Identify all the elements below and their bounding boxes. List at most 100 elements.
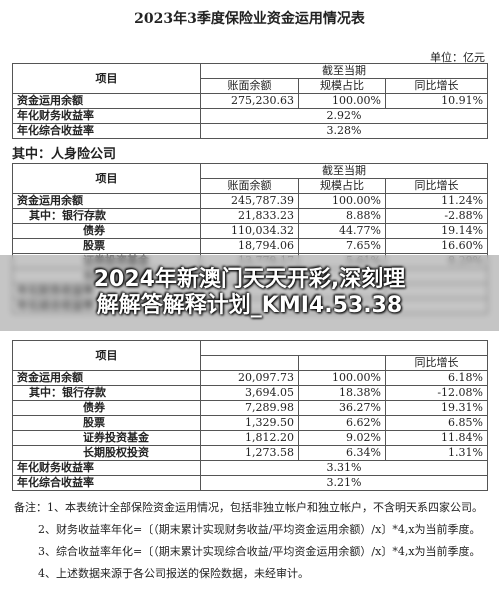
cell: 36.27%	[298, 400, 386, 416]
header-cell: 截至当期	[199, 63, 489, 79]
row-label: 证券投资基金	[12, 430, 201, 446]
table: 项目 同比增长 资金运用余额 20,097.73 100.00% 6.18% 其中：银行存款…	[12, 340, 488, 491]
row-label: 股票	[12, 415, 201, 431]
row: 债券 7,289.98 36.27% 19.31%	[12, 400, 488, 416]
banner: 2024年新澳门天天开彩,深刻理 解解答解释计划_KMI4.53.38	[0, 255, 499, 331]
header-row: 项目 截至当期	[12, 163, 489, 194]
cell: 3,694.05	[200, 385, 299, 401]
row: 年化综合收益率 3.21%	[12, 475, 488, 491]
merged-value: 2.92%	[199, 108, 489, 124]
cell: 6.18%	[385, 370, 488, 386]
cell: 20,097.73	[200, 370, 299, 386]
title: 2023年3季度保险业资金运用情况表	[134, 11, 365, 27]
row-label: 债券	[12, 400, 201, 416]
banner-line: 2024年新澳门天天开彩,深刻理	[93, 267, 406, 292]
header-cell: 同比增长	[384, 178, 489, 194]
cell: 100.00%	[298, 93, 386, 109]
cell: 18,794.06	[200, 238, 299, 254]
unit: 单位：亿元	[430, 51, 485, 64]
header-cell: 项目	[12, 163, 201, 194]
cell: 6.34%	[298, 445, 386, 461]
row: 年化财务收益率 3.31%	[12, 460, 488, 476]
cell: 110,034.32	[200, 223, 299, 239]
header-cell: 账面余额	[200, 78, 299, 94]
cell: -2.88%	[384, 208, 489, 224]
cell: 16.60%	[384, 238, 489, 254]
row: 证券投资基金 1,812.20 9.02% 11.84%	[12, 430, 488, 446]
row-label: 债券	[12, 223, 201, 239]
row-label: 其中：银行存款	[12, 385, 201, 401]
notes: 备注：1、本表统计全部保险资金运用情况，包括非独立帐户和独立帐户，不含明天系四家…	[14, 497, 489, 585]
row: 年化综合收益率 3.28%	[12, 123, 489, 139]
cell: 1,273.58	[200, 445, 299, 461]
header-row: 项目	[12, 340, 488, 371]
row-label: 资金运用余额	[12, 193, 201, 209]
merged-value: 3.21%	[200, 475, 488, 491]
cell: 7.65%	[298, 238, 386, 254]
cell: 44.77%	[298, 223, 386, 239]
row: 股票 18,794.06 7.65% 16.60%	[12, 238, 489, 254]
row-label: 资金运用余额	[12, 370, 201, 386]
row: 股票 1,329.50 6.62% 6.85%	[12, 415, 488, 431]
row: 资金运用余额 275,230.63 100.00% 10.91%	[12, 93, 489, 109]
note: 3、综合收益率年化=〔（期末累计实现综合收益/平均资金运用余额）/x〕*4,x为…	[38, 545, 481, 558]
note: 备注：1、本表统计全部保险资金运用情况，包括非独立帐户和独立帐户，不含明天系四家…	[14, 501, 483, 514]
row-label: 年化综合收益率	[12, 123, 201, 139]
row-label: 资金运用余额	[12, 93, 201, 109]
cell: 11.24%	[384, 193, 489, 209]
note: 2、财务收益率年化=〔（期末累计实现财务收益/平均资金运用余额）/x〕*4,x为…	[38, 523, 481, 536]
row: 年化财务收益率 2.92%	[12, 108, 489, 124]
merged-value: 3.31%	[200, 460, 488, 476]
header-cell: 同比增长	[384, 78, 489, 94]
cell: 1.31%	[385, 445, 488, 461]
header-cell: 规模占比	[298, 178, 386, 194]
cell: 6.62%	[298, 415, 386, 431]
row-label: 年化财务收益率	[12, 108, 201, 124]
row-label: 其中：银行存款	[12, 208, 201, 224]
header-cell: 项目	[12, 340, 201, 371]
row-label: 年化财务收益率	[12, 460, 201, 476]
row-label: 股票	[12, 238, 201, 254]
cell: 275,230.63	[200, 93, 299, 109]
cell: 9.02%	[298, 430, 386, 446]
cell: 18.38%	[298, 385, 386, 401]
cell: 1,812.20	[200, 430, 299, 446]
header-cell: 规模占比	[298, 78, 386, 94]
table: 项目 截至当期 账面余额 规模占比 同比增长 资金运用余额 275,230.63 100.00…	[12, 63, 489, 139]
header-cell	[298, 355, 386, 371]
header-cell	[200, 340, 488, 356]
header-cell: 同比增长	[385, 355, 488, 371]
header-row: 账面余额 规模占比 同比增长	[13, 78, 489, 94]
header-cell: 账面余额	[200, 178, 299, 194]
row: 资金运用余额 245,787.39 100.00% 11.24%	[12, 193, 489, 209]
row: 债券 110,034.32 44.77% 19.14%	[12, 223, 489, 239]
row: 长期股权投资 1,273.58 6.34% 1.31%	[12, 445, 488, 461]
cell: 11.84%	[385, 430, 488, 446]
header-cell: 项目	[12, 63, 201, 94]
header-cell: 截至当期	[199, 163, 489, 179]
cell: 19.31%	[385, 400, 488, 416]
banner-line: 解解答解释计划_KMI4.53.38	[96, 293, 403, 318]
row-label: 年化综合收益率	[12, 475, 201, 491]
caption: 其中：人身险公司	[12, 147, 117, 162]
cell: 8.88%	[298, 208, 386, 224]
merged-value: 3.28%	[199, 123, 489, 139]
row: 资金运用余额 20,097.73 100.00% 6.18%	[12, 370, 488, 386]
cell: 19.14%	[384, 223, 489, 239]
cell: 1,329.50	[200, 415, 299, 431]
row: 其中：银行存款 21,833.23 8.88% -2.88%	[12, 208, 489, 224]
row-label: 长期股权投资	[12, 445, 201, 461]
cell: 6.85%	[385, 415, 488, 431]
cell: -12.08%	[385, 385, 488, 401]
header-cell	[200, 355, 299, 371]
header-row: 项目 截至当期	[12, 63, 489, 94]
cell: 7,289.98	[200, 400, 299, 416]
note: 4、上述数据来源于各公司报送的保险数据，未经审计。	[38, 567, 309, 580]
cell: 100.00%	[298, 193, 386, 209]
cell: 245,787.39	[200, 193, 299, 209]
cell: 21,833.23	[200, 208, 299, 224]
row: 其中：银行存款 3,694.05 18.38% -12.08%	[12, 385, 488, 401]
cell: 10.91%	[384, 93, 489, 109]
cell: 100.00%	[298, 370, 386, 386]
